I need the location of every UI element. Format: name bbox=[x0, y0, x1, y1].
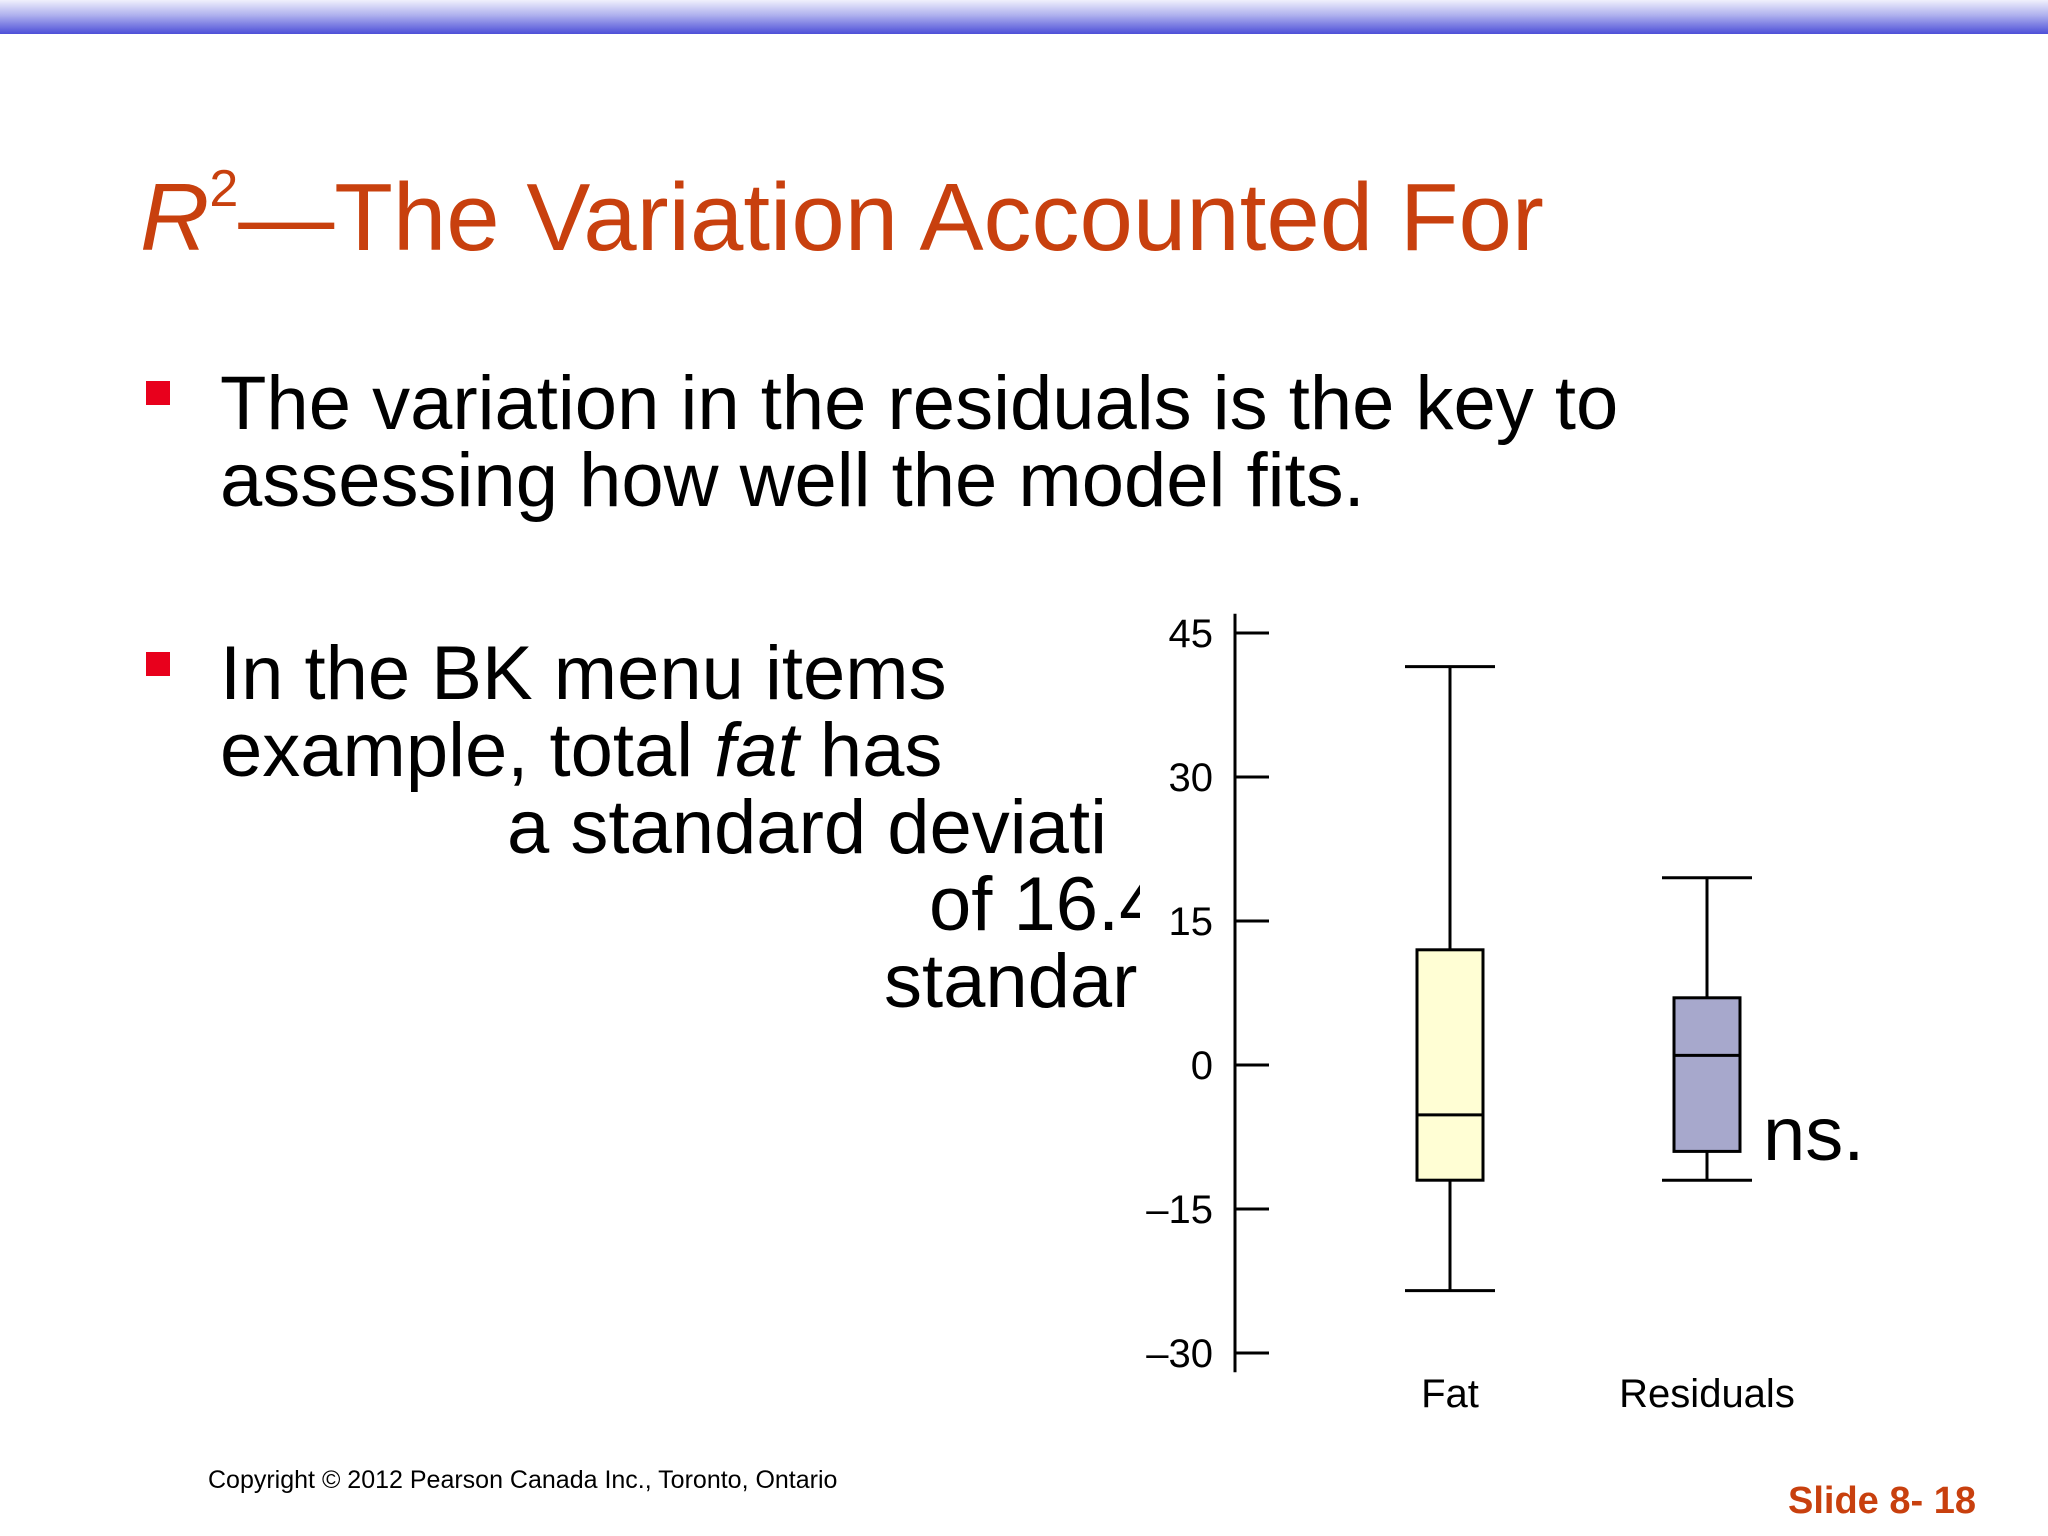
slide-number: Slide 8- 18 bbox=[1788, 1480, 1976, 1522]
y-tick-label-1: 30 bbox=[1169, 756, 1214, 800]
title-rest: —The Variation Accounted For bbox=[238, 164, 1544, 271]
bullet-1: The variation in the residuals is the ke… bbox=[220, 365, 1618, 519]
slide-title: R2—The Variation Accounted For bbox=[140, 163, 1544, 266]
title-superscript: 2 bbox=[209, 160, 239, 218]
bullet-2-fat-term: fat bbox=[714, 708, 799, 793]
bullet-2-line-6: ns. bbox=[1763, 1092, 1865, 1177]
y-tick-label-4: –15 bbox=[1146, 1188, 1213, 1232]
title-r: R bbox=[140, 164, 210, 271]
category-label-residuals: Residuals bbox=[1619, 1372, 1795, 1416]
bullet-2-line-1: In the BK menu items bbox=[220, 631, 947, 716]
y-tick-label-5: –30 bbox=[1146, 1332, 1213, 1376]
top-gradient-band bbox=[0, 0, 2048, 34]
bullet-marker-1 bbox=[146, 381, 170, 405]
y-tick-label-3: 0 bbox=[1191, 1044, 1213, 1088]
y-tick-label-0: 45 bbox=[1169, 612, 1214, 656]
copyright-notice: Copyright © 2012 Pearson Canada Inc., To… bbox=[208, 1466, 838, 1494]
bullet-2-line-2: example, total fat has bbox=[220, 713, 942, 789]
fat-box bbox=[1415, 948, 1485, 1182]
bullet-2-line-3: a standard deviati bbox=[507, 785, 1107, 870]
bullet-2-line-5: standar bbox=[884, 939, 1138, 1024]
y-tick-label-2: 15 bbox=[1169, 900, 1214, 944]
bullet-marker-2 bbox=[146, 652, 170, 676]
category-label-fat: Fat bbox=[1421, 1372, 1479, 1416]
bullet-1-line-1: The variation in the residuals is the ke… bbox=[220, 361, 1619, 446]
bullet-2-line-2-c: has bbox=[798, 708, 943, 793]
bullet-1-line-2: assessing how well the model fits. bbox=[220, 438, 1365, 523]
bullet-2-line-4: of 16.4 bbox=[929, 862, 1162, 947]
bullet-2-line-2-a: example, total bbox=[220, 708, 715, 793]
residuals-box bbox=[1672, 996, 1742, 1153]
